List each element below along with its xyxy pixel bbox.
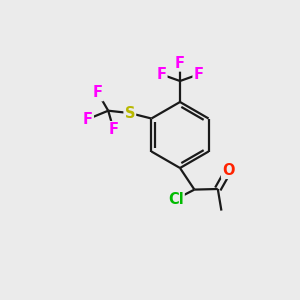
Text: O: O [222, 163, 235, 178]
Text: Cl: Cl [168, 192, 184, 207]
Text: F: F [156, 67, 167, 82]
Text: S: S [124, 106, 135, 121]
Text: F: F [175, 56, 185, 70]
Text: F: F [83, 112, 93, 127]
Text: F: F [109, 122, 118, 137]
Text: F: F [194, 67, 204, 82]
Text: F: F [93, 85, 103, 100]
